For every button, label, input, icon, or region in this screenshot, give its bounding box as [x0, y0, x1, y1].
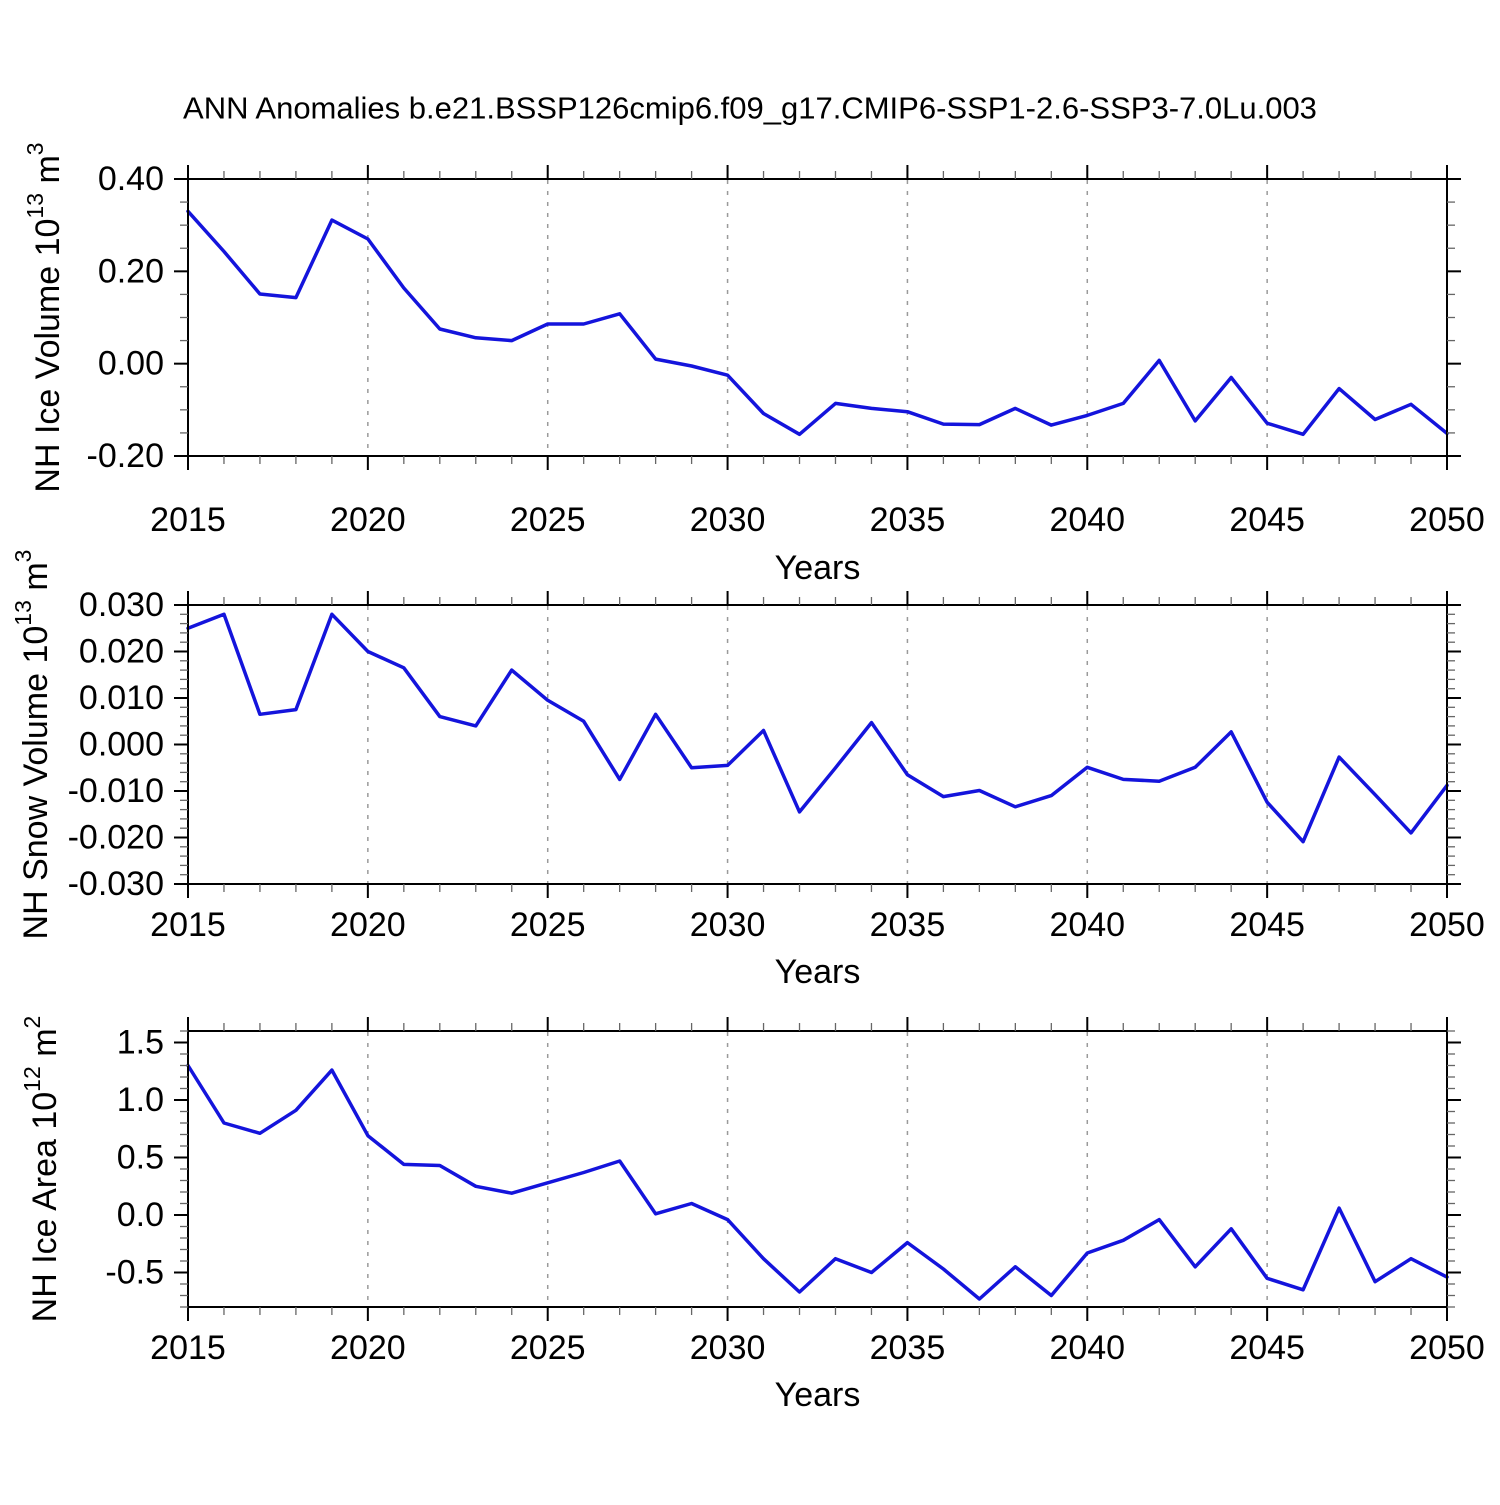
y-tick-label: -0.030 — [68, 865, 164, 903]
x-axis-title: Years — [775, 1376, 861, 1414]
x-tick-label: 2035 — [870, 501, 946, 539]
x-tick-label: 2040 — [1049, 1329, 1125, 1367]
chart-title: ANN Anomalies b.e21.BSSP126cmip6.f09_g17… — [183, 91, 1317, 126]
panel-nh-snow-volume: 0.0300.0200.0100.000-0.010-0.020-0.03020… — [10, 550, 1485, 991]
x-tick-label: 2030 — [690, 501, 766, 539]
x-tick-label: 2015 — [150, 501, 226, 539]
x-tick-label: 2050 — [1409, 1329, 1485, 1367]
x-tick-label: 2030 — [690, 906, 766, 944]
x-tick-label: 2045 — [1229, 906, 1305, 944]
x-tick-label: 2050 — [1409, 906, 1485, 944]
y-tick-label: 0.020 — [79, 633, 164, 671]
y-axis-title: NH Ice Volume 1013 m3 — [22, 142, 67, 492]
y-tick-label: -0.010 — [68, 772, 164, 810]
y-tick-label: -0.20 — [87, 437, 165, 475]
x-tick-label: 2015 — [150, 906, 226, 944]
y-tick-label: -0.020 — [68, 819, 164, 857]
x-tick-label: 2015 — [150, 1329, 226, 1367]
panel-nh-ice-area: 1.5 1.0 0.5 0.0 -0.5 2015 2020 2025 2030 2035 2040… — [19, 1016, 1485, 1414]
y-tick-label: 1.5 — [117, 1024, 164, 1062]
plot-box — [187, 604, 1448, 885]
x-tick-label: 2025 — [510, 906, 586, 944]
nh-snow-volume-line — [186, 612, 1449, 844]
y-axis-title: NH Snow Volume 1013 m3 — [10, 550, 55, 940]
x-tick-label: 2045 — [1229, 501, 1305, 539]
nh-ice-volume-line — [186, 209, 1449, 437]
x-tick-label: 2030 — [690, 1329, 766, 1367]
x-tick-label: 2035 — [870, 906, 946, 944]
panel-nh-ice-volume: 0.40 0.20 0.00 -0.20 2015 2020 2025 2030 2035 204… — [22, 142, 1485, 587]
y-tick-label: 1.0 — [117, 1081, 164, 1119]
x-tick-label: 2020 — [330, 906, 406, 944]
y-tick-label: 0.40 — [98, 160, 164, 198]
nh-ice-area-line — [186, 1063, 1449, 1301]
x-tick-label: 2020 — [330, 501, 406, 539]
y-tick-label: -0.5 — [105, 1254, 164, 1292]
x-tick-label: 2045 — [1229, 1329, 1305, 1367]
x-tick-label: 2025 — [510, 1329, 586, 1367]
y-tick-label: 0.030 — [79, 586, 164, 624]
y-tick-label: 0.00 — [98, 345, 164, 383]
y-axis-title: NH Ice Area 1012 m2 — [19, 1016, 64, 1323]
y-tick-label: 0.010 — [79, 679, 164, 717]
x-axis-title: Years — [775, 953, 861, 991]
x-tick-label: 2035 — [870, 1329, 946, 1367]
x-tick-label: 2040 — [1049, 906, 1125, 944]
x-tick-label: 2040 — [1049, 501, 1125, 539]
x-tick-label: 2050 — [1409, 501, 1485, 539]
x-axis-title: Years — [775, 549, 861, 587]
x-tick-label: 2025 — [510, 501, 586, 539]
y-tick-label: 0.5 — [117, 1139, 164, 1177]
x-tick-label: 2020 — [330, 1329, 406, 1367]
y-tick-label: 0.0 — [117, 1196, 164, 1234]
y-tick-label: 0.20 — [98, 252, 164, 290]
y-tick-label: 0.000 — [79, 726, 164, 764]
